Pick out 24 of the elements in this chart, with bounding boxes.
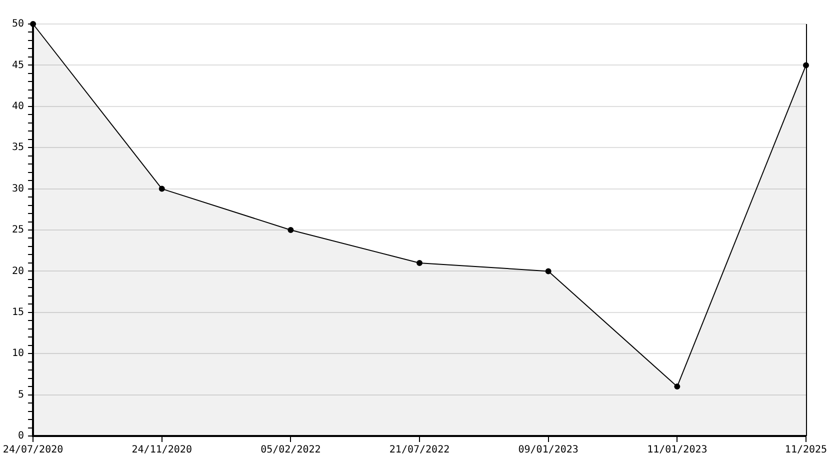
point — [288, 227, 294, 233]
x-tick-label: 24/07/2020 — [2, 444, 64, 456]
y-tick-label: 20 — [12, 266, 24, 277]
y-tick-label: 50 — [12, 18, 24, 30]
y-tick-label: 35 — [12, 142, 24, 154]
point — [674, 384, 680, 390]
x-tick-label: 21/07/2022 — [389, 444, 450, 456]
y-tick-label: 25 — [12, 224, 24, 236]
x-tick-label: 09/01/2023 — [518, 444, 578, 456]
y-tick-label: 15 — [12, 306, 24, 318]
point — [416, 260, 423, 266]
y-tick-label: 10 — [12, 348, 24, 360]
y-tick-label: 40 — [12, 100, 24, 112]
x-tick-label: 11/01/2023 — [647, 444, 708, 456]
y-tick-label: 30 — [12, 183, 24, 194]
point — [30, 21, 36, 27]
x-tick-label: 05/02/2022 — [260, 444, 321, 456]
y-tick-label: 45 — [12, 60, 24, 71]
point — [545, 268, 552, 274]
y-tick-label: 5 — [18, 389, 24, 400]
x-tick-label: 11/2025 — [784, 444, 828, 456]
x-tick-label: 24/11/2020 — [132, 444, 192, 456]
y-tick-label: 0 — [18, 430, 24, 442]
point — [158, 186, 165, 192]
